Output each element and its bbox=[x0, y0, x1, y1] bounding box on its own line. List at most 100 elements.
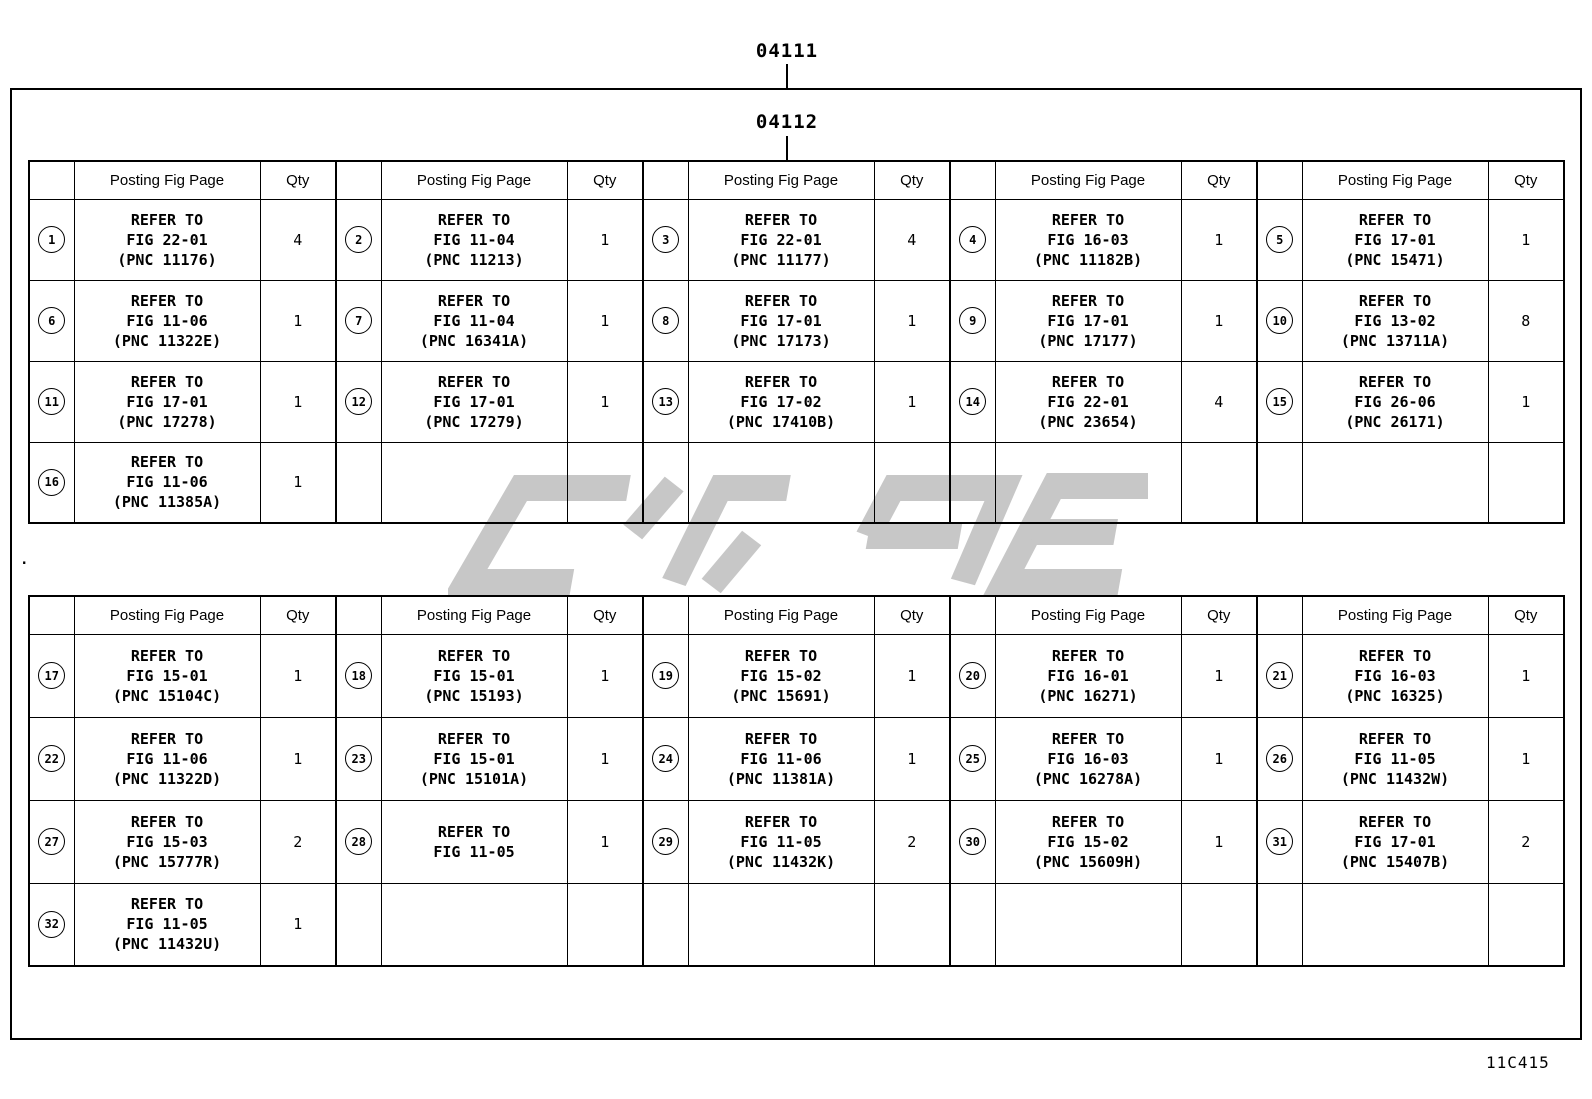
circled-item-number: 23 bbox=[345, 745, 373, 772]
circled-item-number: 19 bbox=[652, 662, 680, 689]
qty-cell bbox=[566, 441, 644, 524]
ref-line: FIG 15-03 bbox=[126, 832, 208, 851]
part-group-label-04111: 04111 bbox=[755, 40, 819, 62]
ref-line: (PNC 15691) bbox=[731, 686, 831, 705]
posting-fig-page-header: Posting Fig Page bbox=[994, 160, 1182, 200]
qty-cell: 1 bbox=[873, 279, 951, 362]
posting-fig-page-header: Posting Fig Page bbox=[687, 160, 875, 200]
circled-item-number: 15 bbox=[1266, 388, 1294, 415]
ref-line: REFER TO bbox=[744, 729, 818, 748]
table-header-row: Posting Fig Page Qty Posting Fig Page Qty Po… bbox=[28, 160, 1565, 200]
qty-header: Qty bbox=[1180, 160, 1258, 200]
item-number-cell: 27 bbox=[28, 799, 75, 884]
posting-fig-page-cell: REFER TO FIG 22-01 (PNC 11176) bbox=[73, 198, 261, 281]
ref-line: REFER TO bbox=[130, 291, 204, 310]
posting-fig-page-cell: REFER TO FIG 11-05 (PNC 11432U) bbox=[73, 882, 261, 967]
circled-item-number: 14 bbox=[959, 388, 987, 415]
ref-line: (PNC 16325) bbox=[1345, 686, 1445, 705]
qty-header: Qty bbox=[873, 595, 951, 635]
ref-line: FIG 22-01 bbox=[126, 230, 208, 249]
ref-line: (PNC 11385A) bbox=[112, 493, 222, 512]
ref-line: FIG 17-01 bbox=[1354, 832, 1436, 851]
ref-line: REFER TO bbox=[744, 210, 818, 229]
posting-fig-page-cell: REFER TO FIG 15-02 (PNC 15609H) bbox=[994, 799, 1182, 884]
ref-line: FIG 16-03 bbox=[1047, 749, 1129, 768]
posting-fig-page-cell bbox=[1301, 882, 1489, 967]
ref-line: (PNC 16341A) bbox=[419, 331, 529, 350]
ref-line: (PNC 11177) bbox=[731, 250, 831, 269]
item-number-cell: 8 bbox=[642, 279, 689, 362]
posting-fig-page-cell: REFER TO FIG 22-01 (PNC 11177) bbox=[687, 198, 875, 281]
posting-fig-page-cell: REFER TO FIG 11-06 (PNC 11381A) bbox=[687, 716, 875, 801]
ref-line: (PNC 16278A) bbox=[1033, 769, 1143, 788]
qty-header: Qty bbox=[1180, 595, 1258, 635]
ref-line: (PNC 11176) bbox=[117, 250, 217, 269]
item-number-header bbox=[642, 160, 689, 200]
ref-line: (PNC 16271) bbox=[1038, 686, 1138, 705]
ref-line: FIG 26-06 bbox=[1354, 392, 1436, 411]
ref-line: REFER TO bbox=[1051, 291, 1125, 310]
ref-line: FIG 16-01 bbox=[1047, 666, 1129, 685]
item-number-cell: 21 bbox=[1256, 633, 1303, 718]
item-number-cell bbox=[949, 882, 996, 967]
ref-line: REFER TO bbox=[744, 291, 818, 310]
item-number-cell bbox=[642, 882, 689, 967]
item-number-cell: 12 bbox=[335, 360, 382, 443]
circled-item-number: 16 bbox=[38, 468, 66, 496]
item-number-cell: 20 bbox=[949, 633, 996, 718]
qty-header: Qty bbox=[259, 595, 337, 635]
item-number-cell: 28 bbox=[335, 799, 382, 884]
item-number-header bbox=[1256, 595, 1303, 635]
ref-line: (PNC 11432W) bbox=[1340, 769, 1450, 788]
qty-cell: 4 bbox=[1180, 360, 1258, 443]
item-number-cell: 18 bbox=[335, 633, 382, 718]
item-number-header bbox=[28, 595, 75, 635]
circled-item-number: 13 bbox=[652, 388, 680, 415]
posting-fig-page-cell: REFER TO FIG 11-05 bbox=[380, 799, 568, 884]
ref-line: FIG 15-02 bbox=[1047, 832, 1129, 851]
ref-line: REFER TO bbox=[744, 372, 818, 391]
posting-fig-page-cell: REFER TO FIG 13-02 (PNC 13711A) bbox=[1301, 279, 1489, 362]
qty-cell: 1 bbox=[1180, 799, 1258, 884]
item-number-cell: 7 bbox=[335, 279, 382, 362]
table-row: 27 REFER TO FIG 15-03 (PNC 15777R) 2 28 REFER … bbox=[28, 799, 1565, 884]
item-number-cell bbox=[1256, 441, 1303, 524]
ref-line: REFER TO bbox=[437, 646, 511, 665]
ref-line: REFER TO bbox=[130, 895, 204, 914]
ref-line: (PNC 15609H) bbox=[1033, 852, 1143, 871]
item-number-cell: 6 bbox=[28, 279, 75, 362]
part-group-label-04112: 04112 bbox=[755, 111, 819, 133]
posting-fig-page-cell bbox=[687, 882, 875, 967]
ref-line: (PNC 15193) bbox=[424, 686, 524, 705]
item-number-cell: 4 bbox=[949, 198, 996, 281]
posting-fig-page-cell: REFER TO FIG 17-01 (PNC 15407B) bbox=[1301, 799, 1489, 884]
ref-line: FIG 17-01 bbox=[1047, 311, 1129, 330]
ref-line: FIG 15-01 bbox=[433, 749, 515, 768]
ref-line: FIG 13-02 bbox=[1354, 311, 1436, 330]
circled-item-number: 18 bbox=[345, 662, 373, 689]
circled-item-number: 8 bbox=[652, 307, 680, 334]
posting-fig-page-cell: REFER TO FIG 11-06 (PNC 11385A) bbox=[73, 441, 261, 524]
posting-table-upper: Posting Fig Page Qty Posting Fig Page Qty Po… bbox=[28, 160, 1565, 524]
qty-cell: 1 bbox=[1487, 360, 1565, 443]
item-number-cell: 16 bbox=[28, 441, 75, 524]
item-number-cell: 31 bbox=[1256, 799, 1303, 884]
ref-line: (PNC 15101A) bbox=[419, 769, 529, 788]
qty-header: Qty bbox=[873, 160, 951, 200]
posting-fig-page-cell: REFER TO FIG 17-01 (PNC 17173) bbox=[687, 279, 875, 362]
posting-fig-page-cell: REFER TO FIG 11-06 (PNC 11322E) bbox=[73, 279, 261, 362]
ref-line: FIG 22-01 bbox=[740, 230, 822, 249]
ref-line: REFER TO bbox=[130, 646, 204, 665]
table-header-row: Posting Fig Page Qty Posting Fig Page Qty Po… bbox=[28, 595, 1565, 635]
item-number-header bbox=[1256, 160, 1303, 200]
ref-line: (PNC 11213) bbox=[424, 250, 524, 269]
circled-item-number: 27 bbox=[38, 828, 66, 855]
circled-item-number: 1 bbox=[38, 226, 66, 253]
table-row: 16 REFER TO FIG 11-06 (PNC 11385A) 1 bbox=[28, 441, 1565, 524]
circled-item-number: 17 bbox=[38, 662, 66, 689]
ref-line: REFER TO bbox=[1051, 210, 1125, 229]
posting-fig-page-cell: REFER TO FIG 15-01 (PNC 15193) bbox=[380, 633, 568, 718]
ref-line: REFER TO bbox=[1358, 812, 1432, 831]
ref-line: FIG 17-01 bbox=[740, 311, 822, 330]
